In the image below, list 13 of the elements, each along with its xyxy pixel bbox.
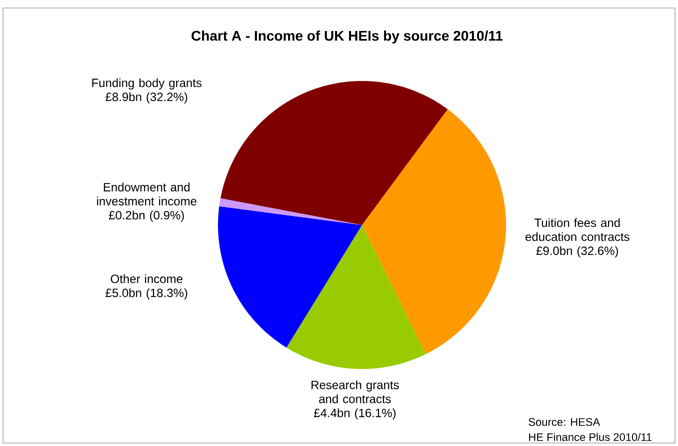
data-label: £5.0bn (18.3%) [106,288,188,300]
source-note: Source: HESA [528,418,600,426]
slice-label: Other income [110,274,182,284]
slice-label: Tuition fees and education contracts [526,218,630,242]
slice-label: Research grants and contracts [312,380,399,404]
slice-label: Funding body grants [92,78,202,90]
data-label: £4.4bn (16.1%) [314,408,396,420]
chart-title: Chart A - Income of UK HEIs by source 2010/11 [192,30,503,44]
data-label: £0.2bn (0.9%) [108,210,184,222]
data-label: £9.0bn (32.6%) [536,246,618,258]
slice-label: Endowment and investment income [97,182,196,206]
text: HE Finance Plus 2010/11 [529,432,652,442]
data-label: £8.9bn (32.2%) [106,92,188,104]
